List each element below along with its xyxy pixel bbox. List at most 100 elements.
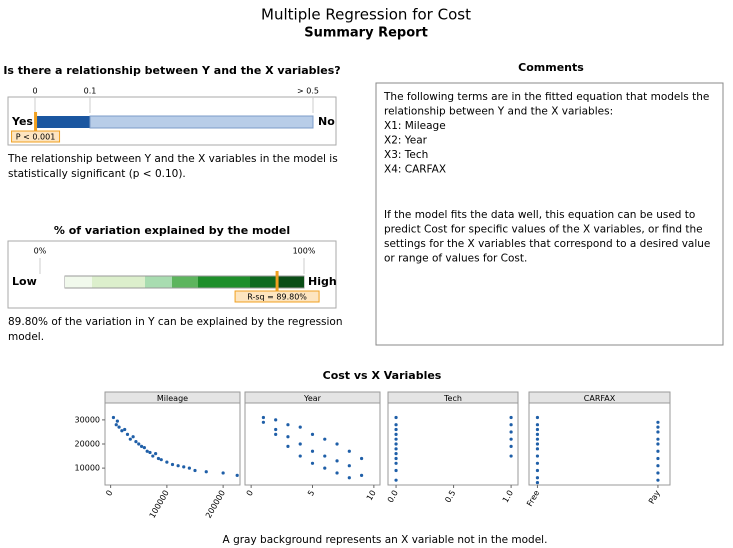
point — [148, 450, 152, 455]
point — [235, 473, 239, 477]
point — [111, 415, 116, 420]
point — [509, 423, 513, 427]
p-marker — [34, 112, 38, 132]
tick-label: 100% — [293, 247, 316, 256]
point — [535, 476, 540, 480]
point — [335, 459, 339, 463]
point — [359, 456, 364, 461]
point — [535, 415, 540, 420]
x-tick-label: 200000 — [204, 489, 227, 520]
relationship-text: The relationship between Y and the X var… — [7, 153, 338, 165]
comment-line: predict Cost for specific values of the … — [384, 224, 703, 236]
relationship-title: Is there a relationship between Y and th… — [3, 64, 340, 77]
gauge-right-label: No — [318, 115, 335, 128]
point — [323, 454, 327, 458]
scale-segment — [276, 276, 304, 288]
point — [310, 449, 315, 453]
point — [193, 468, 197, 473]
variation-text: 89.80% of the variation in Y can be expl… — [8, 316, 343, 328]
p-label: P < 0.001 — [16, 133, 56, 142]
panel-header — [244, 391, 381, 404]
point — [298, 442, 302, 446]
tick-label: 0% — [34, 247, 47, 256]
panel-title: Year — [303, 394, 322, 403]
panel-header — [104, 391, 241, 404]
gauge-right-label: High — [308, 275, 337, 288]
panel-title: Tech — [443, 394, 462, 403]
variation-title: % of variation explained by the model — [54, 224, 290, 237]
point — [394, 437, 398, 441]
point — [535, 468, 540, 473]
point — [347, 464, 351, 468]
panel — [244, 391, 381, 486]
r-sq-label: R-sq = 89.80% — [247, 293, 307, 302]
point — [535, 447, 540, 451]
comment-line: The following terms are in the fitted eq… — [383, 91, 709, 103]
tick-label: > 0.5 — [297, 87, 319, 96]
point — [286, 435, 290, 439]
point — [187, 466, 191, 470]
comment-line: settings for the X variables that corres… — [384, 238, 710, 250]
scale-segment — [250, 276, 276, 288]
panel-header — [528, 391, 671, 404]
point — [535, 442, 540, 446]
point — [323, 437, 327, 441]
point — [176, 464, 180, 468]
point — [298, 425, 302, 429]
gauge-left-label: Yes — [11, 115, 33, 128]
point — [182, 465, 186, 469]
x-tick-label: 1.0 — [501, 489, 515, 505]
report-title: Multiple Regression for Cost — [261, 6, 471, 24]
scale-segment — [172, 276, 198, 288]
comment-line: X2: Year — [384, 135, 428, 147]
point — [115, 419, 119, 423]
point — [394, 427, 398, 432]
point — [394, 432, 398, 436]
point — [156, 456, 161, 461]
point — [535, 437, 540, 441]
point — [170, 462, 175, 467]
point — [159, 458, 163, 462]
point — [359, 473, 364, 477]
point — [323, 466, 327, 470]
point — [142, 446, 146, 450]
panel — [528, 391, 671, 486]
point — [394, 442, 398, 446]
point — [310, 432, 315, 436]
point — [656, 456, 660, 461]
y-tick-label: 30000 — [75, 415, 100, 424]
point — [221, 471, 225, 475]
scale-segment — [145, 276, 172, 288]
point — [145, 449, 149, 453]
point — [656, 471, 660, 475]
point — [335, 471, 339, 475]
point — [286, 423, 290, 427]
comments-box — [375, 82, 724, 346]
point — [509, 454, 513, 458]
point — [656, 464, 660, 468]
point — [535, 461, 540, 465]
point — [123, 427, 127, 432]
point — [117, 425, 121, 429]
y-tick-label: 20000 — [75, 440, 100, 449]
report-subtitle: Summary Report — [304, 26, 428, 41]
point — [394, 468, 398, 473]
point — [656, 449, 660, 453]
point — [131, 435, 135, 439]
point — [128, 437, 132, 441]
comment-line: X3: Tech — [384, 149, 428, 161]
point — [535, 432, 540, 436]
point — [394, 415, 398, 420]
panel-title: CARFAX — [584, 394, 616, 403]
point — [286, 444, 290, 449]
x-tick-label: 100000 — [148, 489, 171, 520]
point — [154, 452, 158, 456]
point — [394, 456, 398, 461]
point — [535, 480, 540, 485]
point — [347, 476, 351, 480]
comment-line: relationship between Y and the X variabl… — [384, 106, 613, 118]
point — [535, 454, 540, 458]
comments-title: Comments — [518, 61, 584, 74]
nonsignificant-band — [89, 115, 314, 129]
